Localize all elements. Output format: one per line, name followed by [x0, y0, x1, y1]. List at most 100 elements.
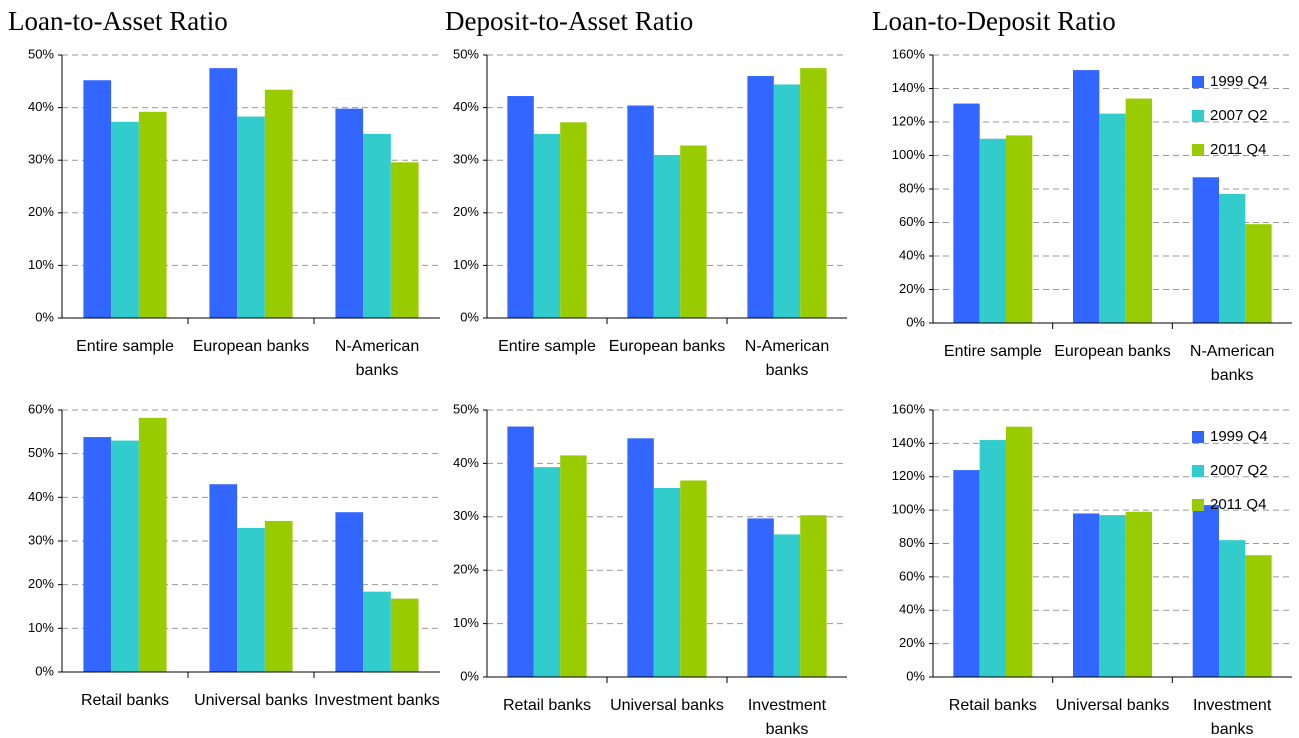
bar — [560, 455, 587, 677]
y-tick-label: 40% — [453, 455, 479, 470]
x-label-box: Universal banks — [194, 692, 308, 709]
bar — [747, 76, 774, 318]
x-tick-label: European banks — [608, 338, 726, 355]
bar — [773, 84, 801, 319]
y-tick-label: 30% — [28, 532, 54, 547]
x-label-box: Investment banks — [314, 692, 440, 709]
y-tick-label: 20% — [28, 576, 54, 591]
x-tick-label: Investment banks — [1193, 697, 1272, 738]
chart-title: Loan-to-Deposit Ratio — [872, 6, 1116, 36]
y-tick-label: 40% — [899, 247, 925, 262]
bar — [1125, 511, 1152, 677]
x-tick-label: European banks — [192, 338, 310, 355]
x-label-box: Retail banks — [503, 697, 591, 714]
legend-swatch — [1192, 76, 1204, 88]
bar — [1245, 224, 1272, 323]
bar — [209, 68, 238, 319]
x-tick-label: Retail banks — [948, 697, 1037, 714]
bar — [800, 68, 827, 319]
legend-label: 2007 Q2 — [1210, 462, 1268, 479]
bar — [1073, 70, 1100, 323]
y-tick-label: 40% — [28, 489, 54, 504]
y-tick-label: 20% — [28, 204, 54, 219]
x-label-box: Investment banks — [1193, 697, 1272, 738]
x-tick-label: Entire sample — [498, 338, 596, 355]
y-tick-label: 80% — [899, 180, 925, 195]
legend-label: 2007 Q2 — [1210, 107, 1268, 124]
bar — [653, 487, 681, 677]
bar — [83, 437, 112, 672]
legend-swatch — [1192, 431, 1204, 443]
y-tick-label: 50% — [453, 401, 479, 416]
bar — [237, 527, 265, 672]
y-tick-label: 20% — [899, 281, 925, 296]
bar — [680, 145, 707, 318]
y-tick-label: 10% — [28, 620, 54, 635]
bar — [1192, 177, 1220, 323]
y-tick-label: 80% — [899, 535, 925, 550]
bar — [390, 162, 419, 318]
bar — [627, 438, 654, 677]
x-tick-label: Universal banks — [194, 692, 308, 709]
legend-label: 2011 Q4 — [1210, 496, 1266, 513]
legend-label: 1999 Q4 — [1210, 73, 1268, 90]
bar — [953, 470, 980, 677]
y-tick-label: 50% — [28, 445, 54, 460]
bar — [264, 89, 293, 318]
bar — [111, 121, 139, 318]
y-tick-label: 0% — [35, 663, 54, 678]
y-tick-label: 60% — [28, 401, 54, 416]
x-tick-label: N-American banks — [1189, 343, 1275, 384]
bar — [627, 105, 654, 318]
bar — [979, 440, 1006, 677]
bar — [335, 512, 364, 672]
bar — [1099, 515, 1126, 677]
y-tick-label: 100% — [892, 147, 926, 162]
bar — [138, 111, 167, 318]
y-tick-label: 30% — [28, 152, 54, 167]
y-tick-label: 10% — [453, 615, 479, 630]
bar — [264, 520, 293, 672]
bar — [653, 154, 681, 318]
chart-title: Loan-to-Asset Ratio — [8, 6, 228, 36]
x-label-box: Entire sample — [944, 343, 1042, 360]
bar — [507, 426, 534, 677]
bar — [533, 467, 561, 677]
x-tick-label: N-American banks — [744, 338, 830, 379]
bar — [1099, 113, 1126, 323]
y-tick-label: 160% — [892, 46, 926, 61]
x-label-box: Entire sample — [76, 338, 174, 355]
x-tick-label: Investment banks — [314, 692, 440, 709]
y-tick-label: 30% — [453, 508, 479, 523]
y-tick-label: 50% — [453, 46, 479, 61]
x-label-box: Investment banks — [747, 697, 827, 738]
y-tick-label: 0% — [460, 309, 479, 324]
y-tick-label: 20% — [453, 204, 479, 219]
bar — [507, 96, 534, 318]
y-tick-label: 0% — [35, 309, 54, 324]
bar — [1073, 513, 1100, 677]
legend-swatch — [1192, 499, 1204, 511]
y-tick-label: 40% — [453, 99, 479, 114]
y-tick-label: 30% — [453, 152, 479, 167]
bar — [680, 480, 707, 677]
chart-title: Deposit-to-Asset Ratio — [445, 6, 693, 36]
bar — [1219, 540, 1246, 677]
bar — [335, 108, 364, 318]
x-label-box: N-American banks — [335, 338, 419, 379]
x-tick-label: Entire sample — [76, 338, 174, 355]
bar — [800, 515, 827, 677]
bar — [533, 133, 561, 318]
x-label-box: European banks — [1054, 343, 1171, 360]
x-label-box: European banks — [608, 338, 726, 355]
bar — [979, 138, 1006, 323]
legend-swatch — [1192, 144, 1204, 156]
legend-swatch — [1192, 465, 1204, 477]
bar — [83, 80, 112, 318]
y-tick-label: 10% — [453, 257, 479, 272]
y-tick-label: 60% — [899, 214, 925, 229]
x-tick-label: Investment banks — [747, 697, 827, 738]
bar — [363, 591, 391, 672]
bar — [953, 103, 980, 323]
